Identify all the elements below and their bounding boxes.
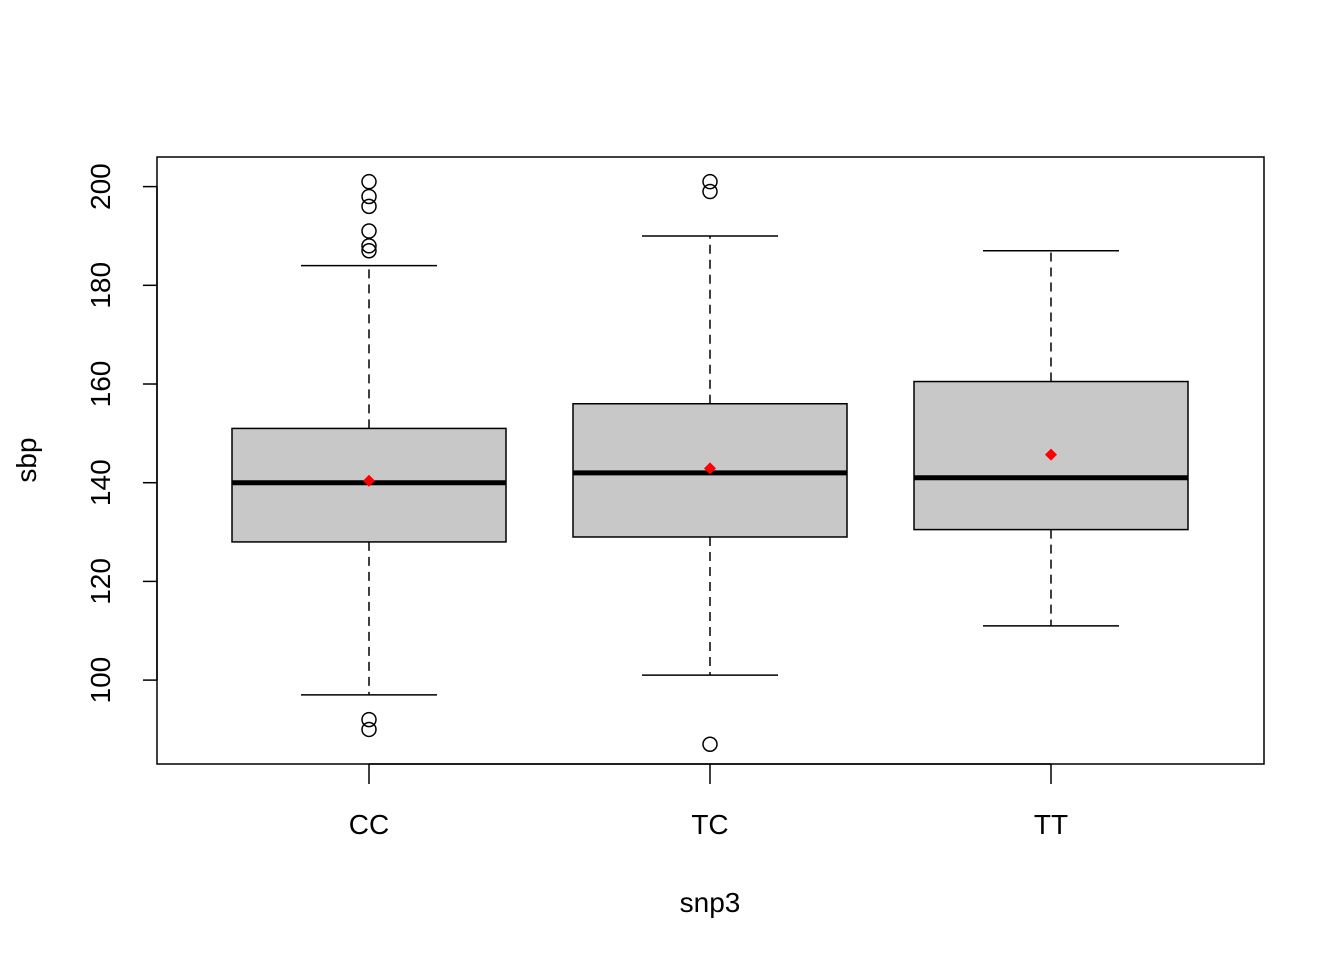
outlier-point (361, 223, 377, 239)
mean-marker (1045, 448, 1057, 461)
outlier-point (702, 183, 718, 200)
outlier-point (361, 238, 377, 254)
y-tick-label: 160 (85, 361, 116, 408)
outlier-point (361, 173, 377, 190)
y-tick-label: 200 (85, 163, 116, 210)
box-group-cc (231, 173, 507, 738)
y-tick-label: 100 (85, 657, 116, 704)
x-tick-label: TT (1034, 809, 1068, 840)
x-axis-title: snp3 (680, 887, 741, 918)
outlier-point (702, 173, 718, 190)
outlier-point (702, 736, 718, 753)
mean-marker (704, 462, 716, 475)
box-group-tt (913, 250, 1189, 627)
y-tick-label: 120 (85, 558, 116, 605)
outlier-point (361, 188, 377, 205)
boxes-layer (231, 173, 1189, 753)
outlier-point (361, 711, 377, 728)
mean-marker (363, 474, 375, 487)
outlier-point (361, 243, 377, 259)
y-tick-label: 140 (85, 459, 116, 506)
box-group-tc (572, 173, 848, 753)
outlier-point (361, 721, 377, 738)
y-axis: 100 120 140 160 180 200 (85, 163, 158, 704)
outlier-point (361, 198, 377, 215)
y-axis-title: sbp (11, 437, 42, 482)
x-axis: CC TC TT (349, 763, 1068, 840)
x-tick-label: TC (691, 809, 728, 840)
y-tick-label: 180 (85, 262, 116, 309)
x-tick-label: CC (349, 809, 389, 840)
